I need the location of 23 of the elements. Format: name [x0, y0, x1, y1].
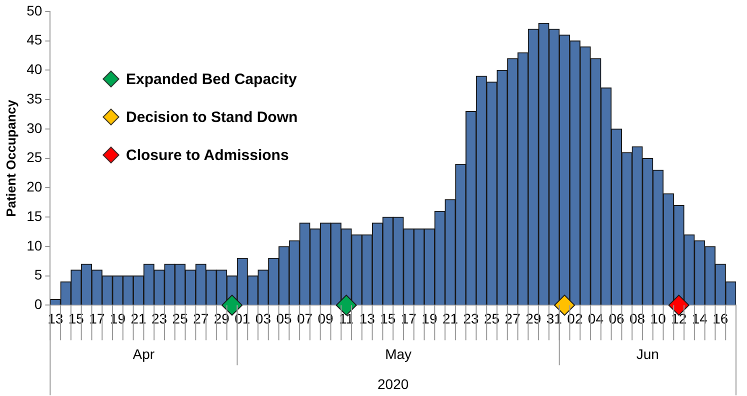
x-tick-label: 11	[339, 310, 354, 326]
legend-label: Decision to Stand Down	[126, 108, 298, 126]
y-tick-label: 40	[26, 61, 42, 78]
text: Jun	[636, 346, 659, 362]
y-tick-label: 45	[26, 32, 42, 48]
y-tick-label: 30	[26, 120, 42, 136]
text: May	[385, 346, 412, 362]
y-tick-label: 20	[26, 178, 42, 195]
y-tick-label: 35	[26, 90, 42, 106]
y-tick-label: 0	[34, 296, 42, 312]
x-tick-label: 08	[629, 310, 646, 326]
legend-label: Closure to Admissions	[126, 146, 289, 164]
legend-label: Expanded Bed Capacity	[126, 70, 297, 88]
y-tick-label: 15	[26, 208, 42, 224]
y-tick-label: 50	[26, 2, 42, 18]
y-axis-title: Patient Occupancy	[3, 99, 18, 217]
x-axis-title: 2020	[378, 376, 409, 392]
x-tick-label: 31	[546, 310, 562, 326]
y-tick-label: 5	[34, 266, 42, 283]
y-tick-label: 25	[26, 149, 42, 166]
y-tick-label: 10	[26, 237, 42, 254]
text: Apr	[132, 346, 155, 362]
x-tick-label: 01	[234, 310, 250, 326]
